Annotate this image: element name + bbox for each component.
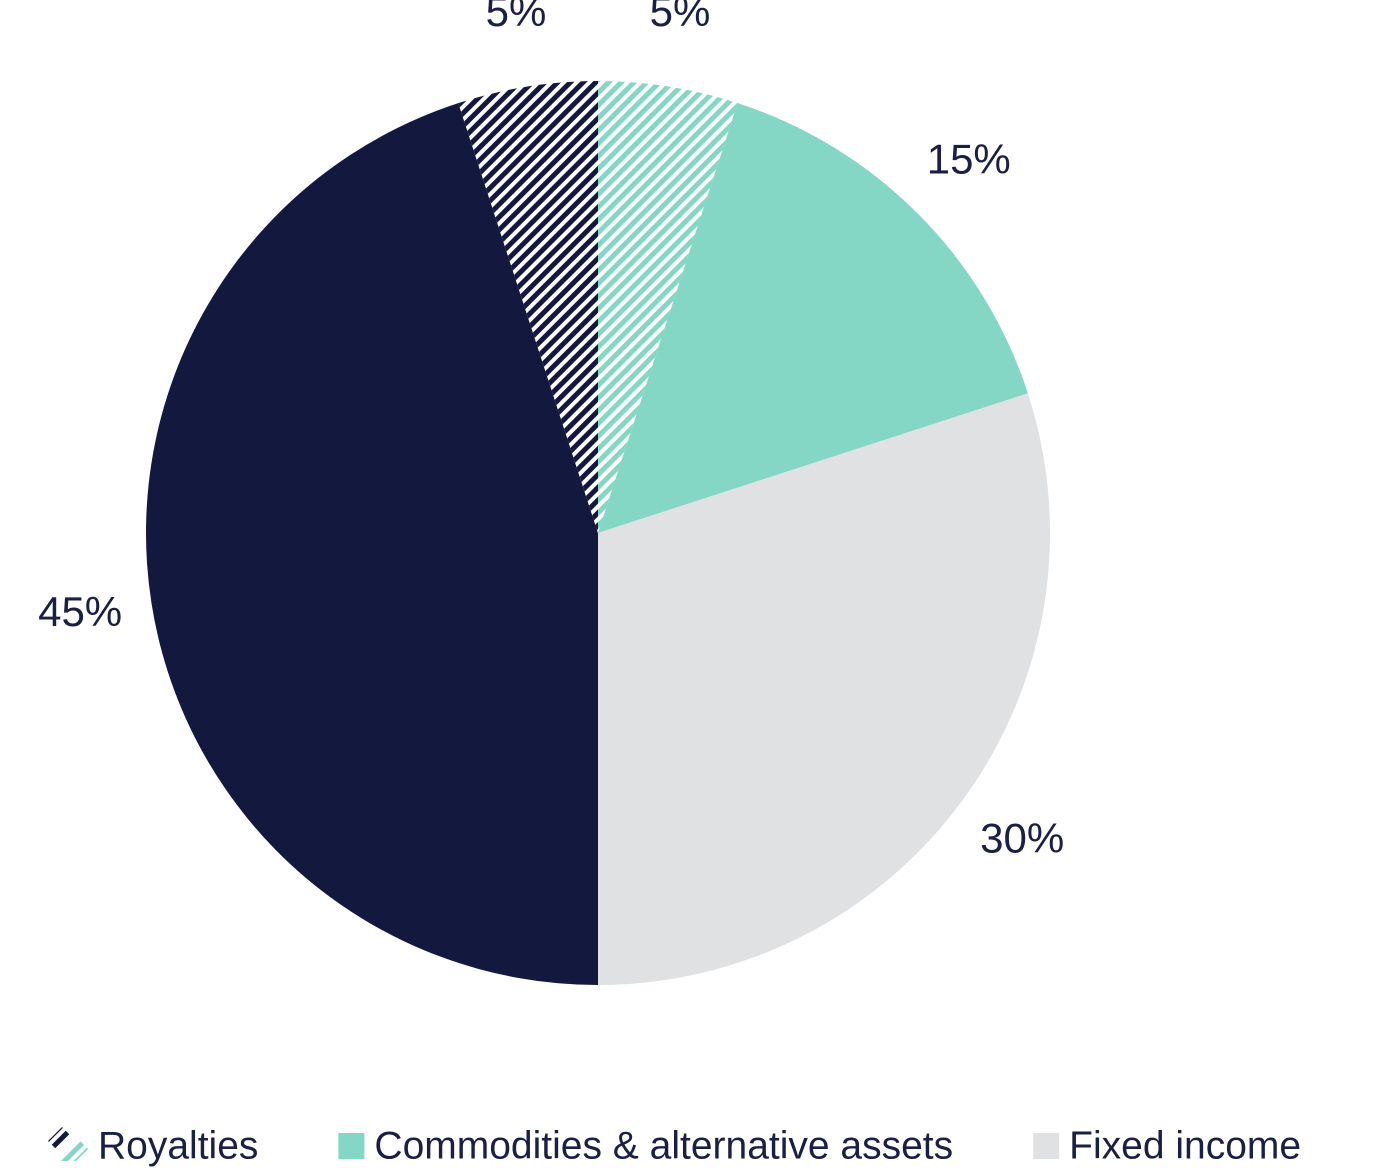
pie-slice [598,393,1050,985]
legend-swatch [60,1141,88,1161]
legend-item: Commodities & alternative assets [338,1124,953,1167]
legend-item: Royalties [48,1124,258,1167]
pie-slice [598,81,738,533]
data-label: 15% [927,135,1011,182]
legend-swatch [1033,1133,1060,1159]
pie-slice [146,103,598,986]
pie-slice [598,103,1028,534]
data-label: 45% [38,588,122,635]
legend-swatch [48,1127,70,1149]
legend-label: Commodities & alternative assets [374,1124,953,1167]
data-label: 30% [980,814,1064,861]
legend-label: Fixed income [1069,1124,1301,1167]
legend-label: Royalties [98,1124,258,1167]
data-label: 5% [650,0,711,35]
data-label: 5% [486,0,547,35]
pie-slice [458,81,598,533]
legend-swatch [338,1133,365,1159]
legend-item: Fixed income [1033,1124,1301,1167]
